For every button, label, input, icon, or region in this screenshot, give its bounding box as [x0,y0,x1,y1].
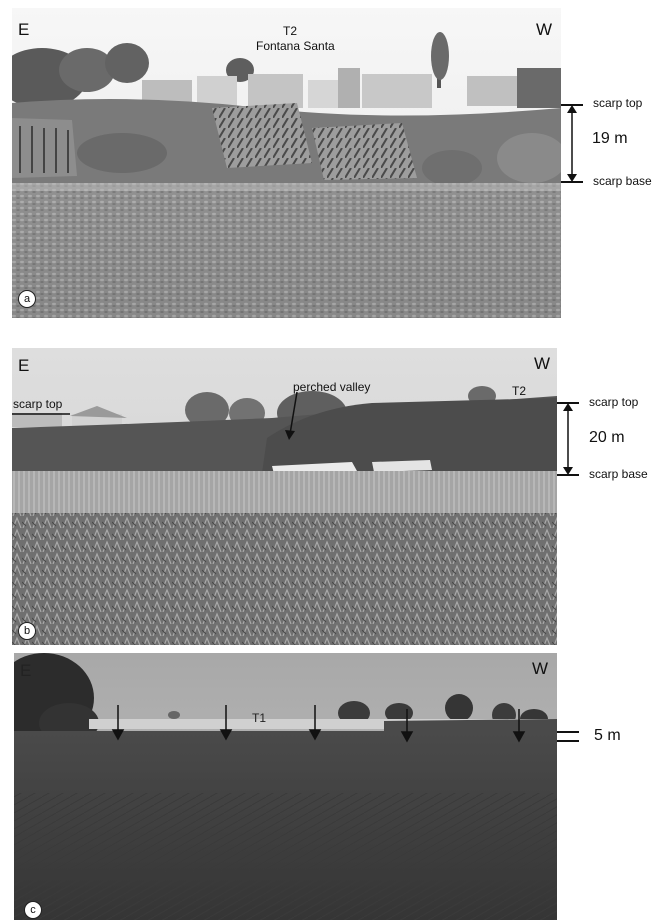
terrace-label: T1 [252,711,267,725]
scarp-top-label: scarp top [589,395,639,409]
photo-b-scene [12,348,557,645]
west-label: W [532,659,549,678]
photo-panel-b: E W T2 perched valley scarp top b [12,348,557,645]
terrace-label: T2 [512,384,527,398]
photo-panel-c: E W T1 c [14,653,557,920]
photo-a-scene [12,8,561,318]
scarp-height-label: 20 m [589,429,625,446]
photo-c-scene [14,653,557,920]
panel-letter-badge: b [18,622,36,640]
place-label: Fontana Santa [256,39,335,53]
photo-panel-a: E W T2 Fontana Santa a [12,8,561,318]
perched-valley-label: perched valley [293,380,371,394]
east-label: E [18,20,30,39]
scarp-top-left-label: scarp top [13,397,63,411]
panel-letter-badge: a [18,290,36,308]
panel-letter-badge: c [24,901,42,919]
terrace-base-tick [557,740,579,742]
terrace-label: T2 [283,24,298,38]
scarp-base-label: scarp base [589,467,648,481]
scarp-base-label: scarp base [593,174,652,188]
terrace-height-label: 5 m [594,727,621,744]
terrace-top-tick [557,731,579,733]
height-arrow [563,403,573,475]
east-label: E [20,661,32,680]
scarp-top-label: scarp top [593,96,643,110]
height-arrow [567,105,577,182]
east-label: E [18,356,30,375]
scarp-height-label: 19 m [592,130,628,147]
west-label: W [536,20,553,39]
west-label: W [534,354,551,373]
